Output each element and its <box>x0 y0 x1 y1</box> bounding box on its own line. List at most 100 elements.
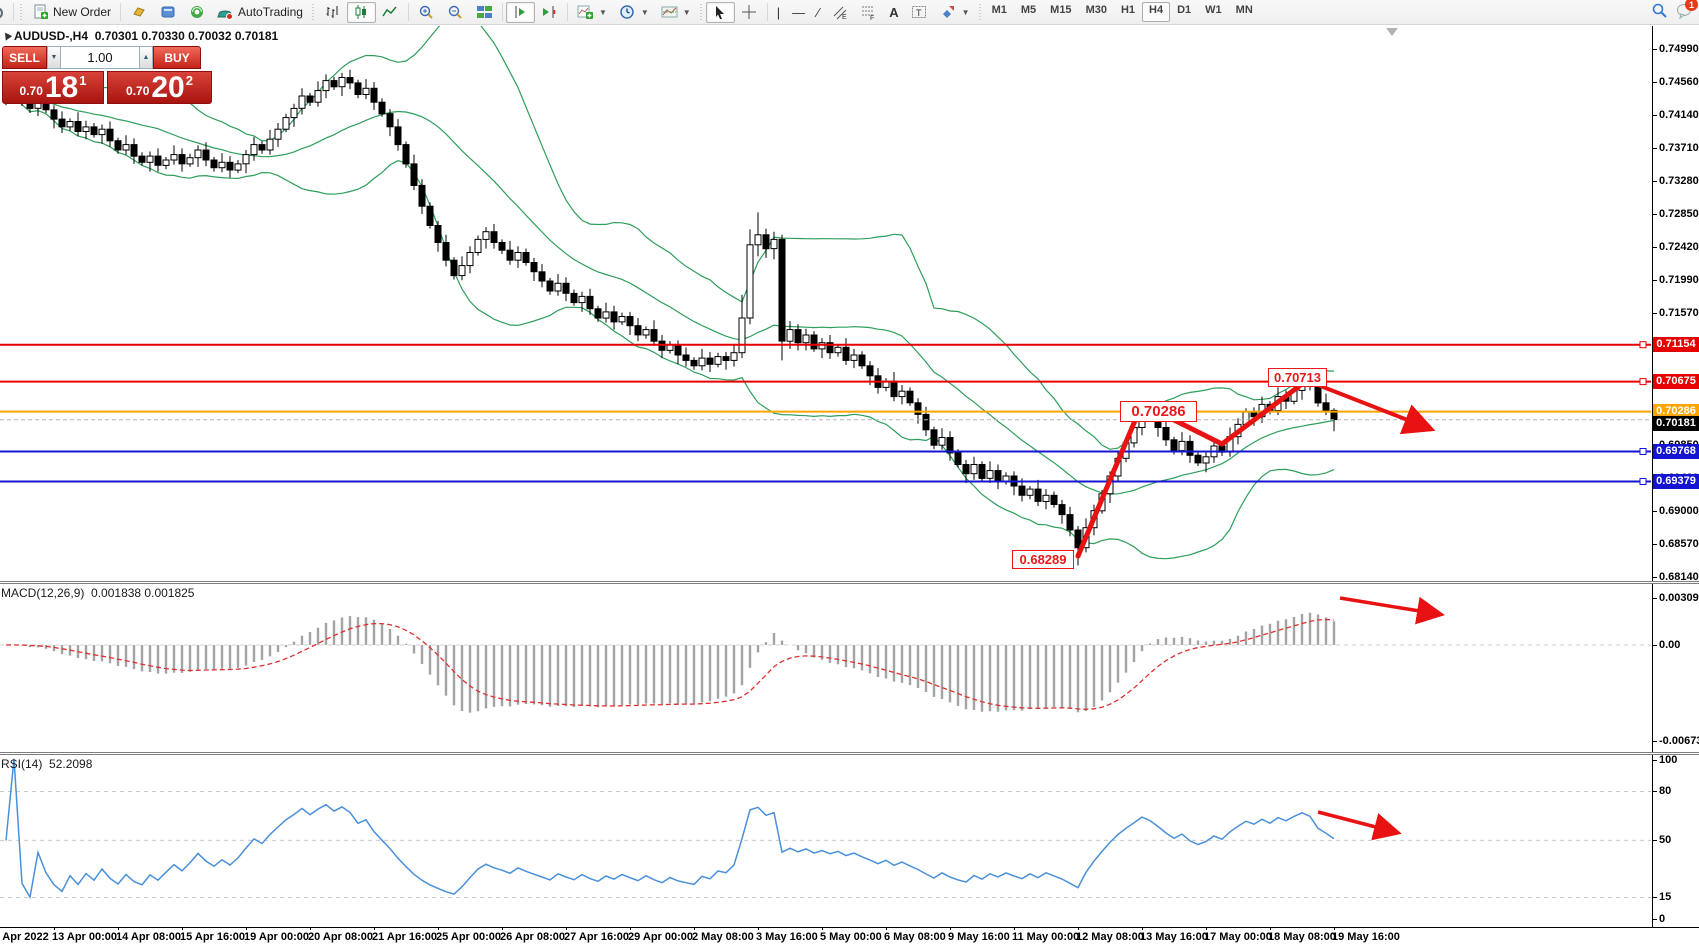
timeframe-w1-button[interactable]: W1 <box>1205 4 1222 16</box>
svg-text:E: E <box>842 14 847 20</box>
rsi-tick-mark <box>1652 840 1657 841</box>
market-watch-button[interactable] <box>124 2 153 23</box>
chevron-down-icon: ▼ <box>682 7 691 17</box>
volume-field[interactable]: 1.00 <box>61 46 139 69</box>
time-tick-label: 19 Apr 00:00 <box>244 931 310 943</box>
tile-windows-button[interactable] <box>470 2 499 23</box>
arrows-shapes-icon <box>940 4 957 21</box>
sell-price-display[interactable]: 0.70 18 1 <box>2 71 104 104</box>
time-tick-label: 3 May 16:00 <box>756 931 818 943</box>
time-tick-label: 21 Apr 16:00 <box>372 931 438 943</box>
svg-text:T: T <box>916 8 922 18</box>
timeframe-m15-button[interactable]: M15 <box>1050 4 1072 16</box>
terminal-window-icon <box>159 4 176 21</box>
zoom-out-button[interactable] <box>441 2 470 23</box>
time-tick-mark <box>1270 927 1271 930</box>
time-tick-mark <box>374 927 375 930</box>
timeframe-h1-button[interactable]: H1 <box>1120 4 1136 16</box>
price-line-badge: 0.71154 <box>1653 337 1699 352</box>
vertical-line-icon: | <box>776 4 781 20</box>
timeframe-mn-button[interactable]: MN <box>1235 4 1253 16</box>
time-tick-mark <box>438 927 439 930</box>
horizontal-lines[interactable] <box>0 341 1651 485</box>
chat-notifications-icon[interactable]: 1 <box>1676 0 1698 19</box>
time-tick-mark <box>1014 927 1015 930</box>
rsi-tick-mark <box>1652 760 1657 761</box>
buy-price-display[interactable]: 0.70 20 2 <box>107 71 212 104</box>
price-tick-label: 0.71990 <box>1659 274 1699 286</box>
price-tick-label: 0.71570 <box>1659 307 1699 319</box>
time-tick-label: 12 May 08:00 <box>1076 931 1144 943</box>
zoom-in-button[interactable] <box>412 2 441 23</box>
vertical-line-tool-button[interactable]: | <box>771 2 786 23</box>
candlestick-chart-button[interactable] <box>346 1 376 23</box>
crosshair-tool-button[interactable] <box>735 2 764 23</box>
macd-pane-separator[interactable] <box>0 581 1699 584</box>
chart-window: AUDUSD-,H4 0.70301 0.70330 0.70032 0.701… <box>0 26 1699 945</box>
signals-button[interactable] <box>182 2 211 23</box>
price-tick-mark <box>1652 181 1657 182</box>
chevron-down-icon: ▼ <box>961 7 970 17</box>
time-tick-mark <box>822 927 823 930</box>
text-tool-button[interactable]: A <box>883 2 904 23</box>
indicators-button[interactable]: ▼ <box>571 2 613 23</box>
volume-decrement-button[interactable]: ▼ <box>47 46 61 69</box>
rsi-scale-label: 15 <box>1659 891 1672 903</box>
terminal-button[interactable] <box>153 2 182 23</box>
trend-arrow-annotation[interactable] <box>1339 596 1445 625</box>
macd-scale-label: 0.003095 <box>1659 592 1699 604</box>
new-order-icon <box>32 4 49 21</box>
trend-zigzag-annotation[interactable] <box>1075 375 1313 559</box>
label-tool-button[interactable]: T <box>905 2 934 23</box>
price-annotation-box[interactable]: 0.70286 <box>1120 401 1197 422</box>
price-annotation-box[interactable]: 0.68289 <box>1012 550 1074 569</box>
rsi-tick-mark <box>1652 897 1657 898</box>
buy-button[interactable]: BUY <box>153 46 201 69</box>
rsi-scale-label: 100 <box>1659 754 1678 766</box>
timeframe-m5-button[interactable]: M5 <box>1020 4 1037 16</box>
time-tick-mark <box>1142 927 1143 930</box>
autotrading-button[interactable]: AutoTrading <box>211 2 309 23</box>
bar-chart-button[interactable] <box>318 2 347 23</box>
price-tick-label: 0.72420 <box>1659 241 1699 253</box>
timeframe-m1-button[interactable]: M1 <box>991 4 1007 16</box>
buy-price-pips: 20 <box>151 71 185 104</box>
timeframe-d1-button[interactable]: D1 <box>1177 4 1192 16</box>
horizontal-line-tool-button[interactable]: — <box>786 2 811 23</box>
price-annotation-box[interactable]: 0.70713 <box>1268 368 1327 387</box>
divider <box>566 3 568 21</box>
cursor-tool-button[interactable] <box>705 1 735 23</box>
trend-arrow-annotation[interactable] <box>1317 810 1402 841</box>
chart-shift-marker-icon[interactable] <box>1386 28 1398 36</box>
fibonacci-tool-button[interactable]: F <box>854 2 883 23</box>
search-icon[interactable] <box>1651 2 1668 19</box>
time-tick-label: 14 Apr 08:00 <box>116 931 182 943</box>
trendline-tool-button[interactable]: ∕ <box>811 2 825 23</box>
templates-button[interactable]: ▼ <box>655 2 697 23</box>
time-tick-label: 20 Apr 08:00 <box>308 931 374 943</box>
price-tick-mark <box>1652 544 1657 545</box>
price-tick-mark <box>1652 247 1657 248</box>
chart-canvas[interactable] <box>0 26 1652 927</box>
sell-price-pips: 18 <box>44 71 79 104</box>
auto-scroll-button[interactable] <box>505 1 535 23</box>
sell-button[interactable]: SELL <box>2 46 47 69</box>
channel-tool-button[interactable]: E <box>825 2 854 23</box>
rsi-pane-separator[interactable] <box>0 752 1699 755</box>
timeframe-m30-button[interactable]: M30 <box>1085 4 1107 16</box>
time-tick-label: 29 Apr 00:00 <box>628 931 694 943</box>
toolbar: New Order AutoTrading <box>0 0 1699 25</box>
timeframe-h4-button[interactable]: H4 <box>1142 2 1171 22</box>
arrows-tool-button[interactable]: ▼ <box>934 2 976 23</box>
trendline-icon: ∕ <box>817 4 820 20</box>
macd-indicator-label: MACD(12,26,9) 0.001838 0.001825 <box>1 586 194 600</box>
price-tick-label: 0.72850 <box>1659 208 1699 220</box>
gold-ingot-icon <box>130 4 147 21</box>
chat-badge: 1 <box>1685 0 1698 11</box>
chart-shift-button[interactable] <box>535 2 564 23</box>
new-order-button[interactable]: New Order <box>26 2 117 23</box>
periods-button[interactable]: ▼ <box>613 2 655 23</box>
trend-arrow-annotation[interactable] <box>1317 383 1436 435</box>
volume-increment-button[interactable]: ▲ <box>139 46 153 69</box>
line-chart-button[interactable] <box>376 2 405 23</box>
